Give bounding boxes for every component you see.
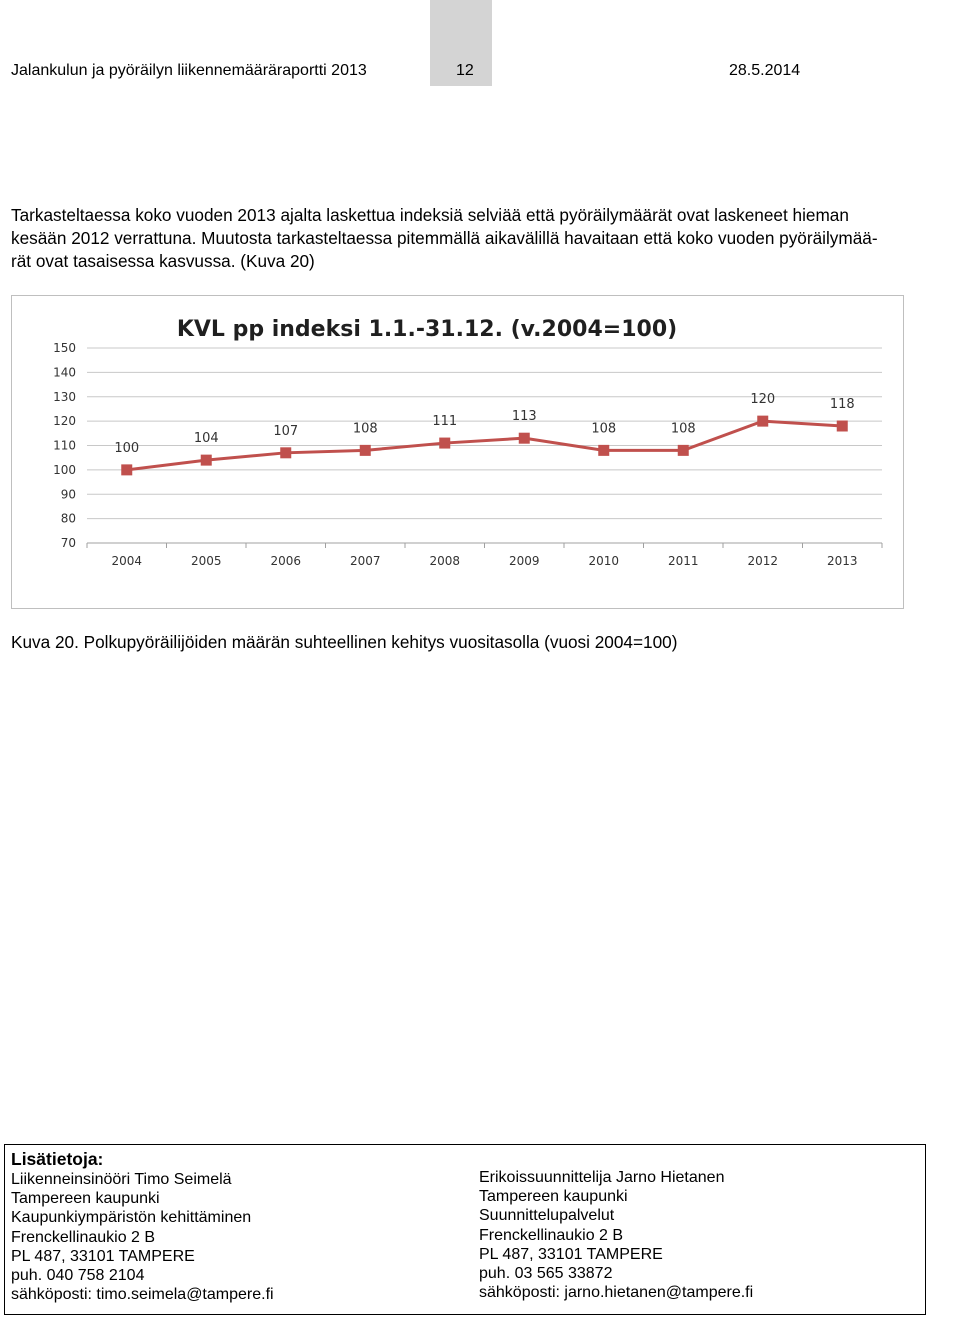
data-point-marker (518, 432, 530, 444)
x-tick-label: 2012 (747, 554, 778, 568)
contact-unit: Kaupunkiympäristön kehittäminen (11, 1209, 252, 1227)
data-label: 108 (591, 421, 616, 436)
contact-right-column: Erikoissuunnittelija Jarno Hietanen Tamp… (479, 1168, 753, 1302)
data-point-marker (757, 415, 769, 427)
y-tick-label: 130 (53, 390, 76, 404)
contact-name: Liikenneinsinööri Timo Seimelä (11, 1171, 232, 1188)
contact-street: Frenckellinaukio 2 B (479, 1226, 624, 1244)
x-tick-label: 2007 (350, 554, 381, 568)
report-title: Jalankulun ja pyöräilyn liikennemäärärap… (11, 62, 367, 79)
x-tick-label: 2010 (588, 554, 619, 568)
y-tick-label: 140 (53, 365, 76, 379)
index-line-chart: KVL pp indeksi 1.1.-31.12. (v.2004=100) 7… (53, 317, 883, 568)
x-tick-label: 2005 (191, 554, 222, 568)
body-line: rät ovat tasaisessa kasvussa. (Kuva 20) (11, 251, 315, 271)
data-label: 120 (750, 392, 775, 407)
contact-street: Frenckellinaukio 2 B (11, 1228, 156, 1246)
contact-heading: Lisätietoja: (11, 1149, 104, 1169)
y-tick-label: 90 (61, 487, 76, 501)
contact-postal: PL 487, 33101 TAMPERE (11, 1247, 195, 1265)
data-label: 108 (353, 421, 378, 436)
contact-organization: Tampereen kaupunki (479, 1188, 628, 1206)
y-tick-label: 100 (53, 463, 76, 477)
y-tick-label: 80 (61, 512, 76, 526)
contact-organization: Tampereen kaupunki (11, 1190, 160, 1208)
data-point-marker (121, 464, 133, 476)
page-number-tab (430, 0, 492, 86)
data-label: 113 (512, 409, 537, 424)
y-tick-label: 120 (53, 414, 76, 428)
data-point-marker (200, 454, 212, 466)
contact-postal: PL 487, 33101 TAMPERE (479, 1245, 663, 1263)
data-label: 111 (432, 414, 457, 429)
data-point-marker (280, 447, 292, 459)
data-point-marker (836, 420, 848, 432)
contact-unit: Suunnittelupalvelut (479, 1207, 615, 1225)
data-point-marker (359, 444, 371, 456)
page-number: 12 (456, 62, 474, 79)
chart-figure: KVL pp indeksi 1.1.-31.12. (v.2004=100) 7… (11, 295, 904, 609)
contact-left-column: Liikenneinsinööri Timo Seimelä Tampereen… (11, 1170, 274, 1304)
body-paragraph: Tarkasteltaessa koko vuoden 2013 ajalta … (11, 204, 960, 273)
report-date: 28.5.2014 (729, 62, 801, 79)
contact-info-box: Lisätietoja: Liikenneinsinööri Timo Seim… (4, 1144, 926, 1315)
y-tick-label: 110 (53, 439, 76, 453)
chart-title: KVL pp indeksi 1.1.-31.12. (v.2004=100) (177, 317, 677, 342)
x-tick-label: 2006 (270, 554, 301, 568)
x-tick-label: 2009 (509, 554, 540, 568)
contact-email[interactable]: sähköposti: jarno.hietanen@tampere.fi (479, 1284, 754, 1302)
data-point-marker (439, 437, 451, 449)
x-tick-label: 2004 (111, 554, 142, 568)
body-line: kesään 2012 verrattuna. Muutosta tarkast… (11, 228, 878, 248)
x-tick-label: 2008 (429, 554, 460, 568)
contact-phone: puh. 03 565 33872 (479, 1265, 613, 1283)
data-point-marker (677, 444, 689, 456)
data-label: 118 (830, 397, 855, 412)
x-tick-label: 2013 (827, 554, 858, 568)
data-label: 107 (273, 424, 298, 439)
data-point-marker (598, 444, 610, 456)
data-label: 104 (194, 431, 219, 446)
data-label: 100 (114, 441, 139, 456)
body-line: Tarkasteltaessa koko vuoden 2013 ajalta … (11, 205, 849, 225)
contact-name: Erikoissuunnittelija Jarno Hietanen (479, 1169, 725, 1186)
series-line (126, 419, 843, 472)
contact-email[interactable]: sähköposti: timo.seimela@tampere.fi (11, 1286, 274, 1304)
contact-phone: puh. 040 758 2104 (11, 1267, 145, 1285)
x-tick-label: 2011 (668, 554, 699, 568)
data-label: 108 (671, 421, 696, 436)
page-header: Jalankulun ja pyöräilyn liikennemäärärap… (0, 0, 960, 90)
figure-caption: Kuva 20. Polkupyöräilijöiden määrän suht… (11, 632, 678, 652)
y-tick-label: 70 (61, 536, 76, 550)
y-tick-label: 150 (53, 341, 76, 355)
